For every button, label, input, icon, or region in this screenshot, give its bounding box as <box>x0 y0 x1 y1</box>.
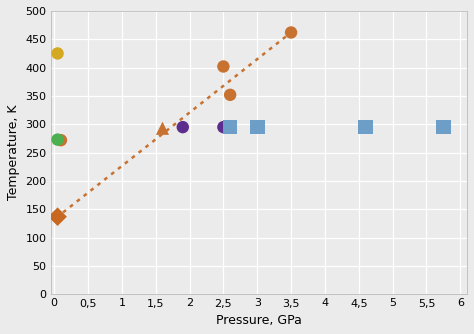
Point <box>54 137 61 142</box>
Point <box>159 126 166 131</box>
Point <box>179 125 187 130</box>
Point <box>219 125 227 130</box>
Point <box>227 92 234 98</box>
Point <box>287 30 295 35</box>
Point <box>57 138 65 143</box>
Point <box>439 125 447 130</box>
Point <box>54 51 61 56</box>
Y-axis label: Temperature, K: Temperature, K <box>7 105 20 200</box>
X-axis label: Pressure, GPa: Pressure, GPa <box>216 314 302 327</box>
Point <box>219 64 227 69</box>
Point <box>227 125 234 130</box>
Point <box>362 125 369 130</box>
Point <box>254 125 261 130</box>
Point <box>54 214 61 219</box>
